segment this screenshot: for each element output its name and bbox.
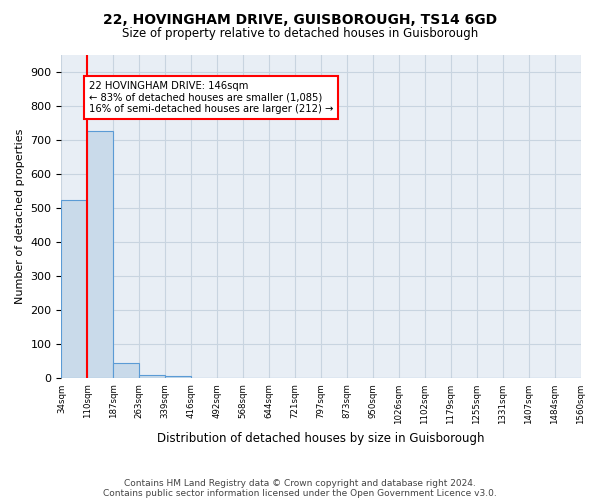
Bar (113, 363, 139, 378)
Bar (165, 376, 191, 378)
X-axis label: Distribution of detached houses by size in Guisborough: Distribution of detached houses by size … (157, 432, 485, 445)
Text: Size of property relative to detached houses in Guisborough: Size of property relative to detached ho… (122, 28, 478, 40)
Y-axis label: Number of detached properties: Number of detached properties (15, 129, 25, 304)
Bar (61, 200, 88, 378)
Bar (139, 375, 165, 378)
Bar (88, 130, 113, 378)
Text: 22 HOVINGHAM DRIVE: 146sqm
← 83% of detached houses are smaller (1,085)
16% of s: 22 HOVINGHAM DRIVE: 146sqm ← 83% of deta… (89, 80, 333, 114)
Text: Contains HM Land Registry data © Crown copyright and database right 2024.: Contains HM Land Registry data © Crown c… (124, 478, 476, 488)
Text: 22, HOVINGHAM DRIVE, GUISBOROUGH, TS14 6GD: 22, HOVINGHAM DRIVE, GUISBOROUGH, TS14 6… (103, 12, 497, 26)
Text: Contains public sector information licensed under the Open Government Licence v3: Contains public sector information licen… (103, 488, 497, 498)
